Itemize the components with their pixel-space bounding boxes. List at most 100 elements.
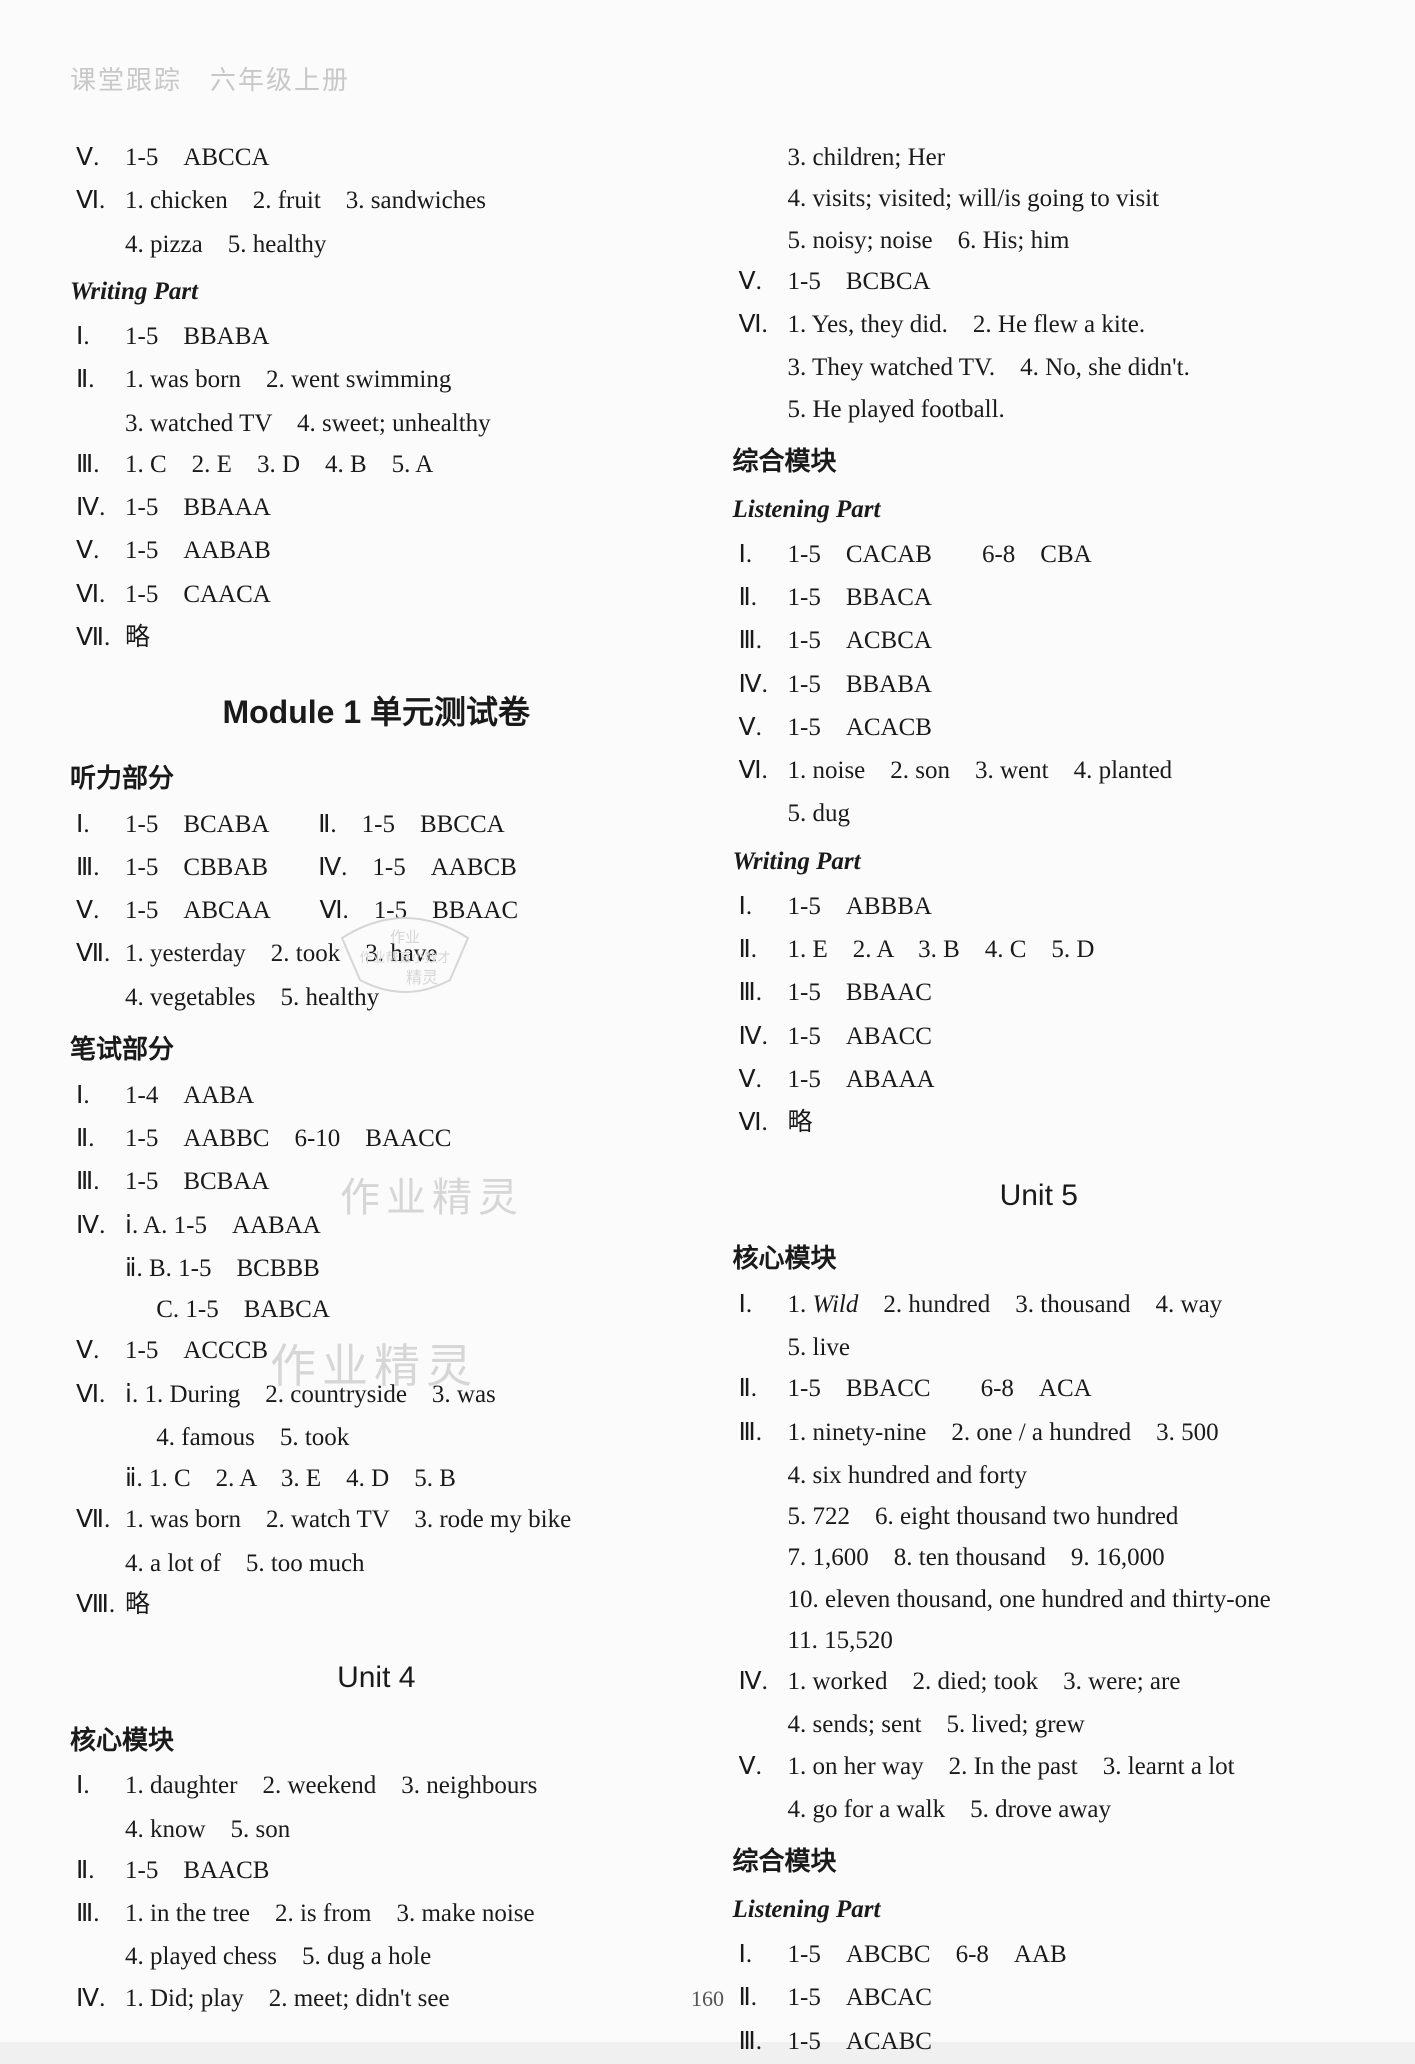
answer-line: 4. visits; visited; will/is going to vis… — [733, 178, 1346, 219]
answer-line: 1-4 AABA — [125, 1075, 683, 1116]
answer-line: 4. go for a walk 5. drove away — [733, 1789, 1346, 1830]
left-column: Ⅴ.1-5 ABCCA Ⅵ.1. chicken 2. fruit 3. san… — [70, 137, 683, 2064]
answer-line: 1. C 2. E 3. D 4. B 5. A — [125, 444, 683, 485]
answer-line: 1-5 BBABA — [125, 316, 683, 357]
answer-line: 5. noisy; noise 6. His; him — [733, 220, 1346, 261]
page-header: 课堂跟踪 六年级上册 — [70, 60, 1345, 97]
section-heading: Writing Part — [70, 271, 683, 312]
answer-line: 1-5 CBBAB Ⅳ. 1-5 AABCB — [125, 847, 683, 888]
roman-num: Ⅴ. — [70, 137, 125, 178]
roman-num: Ⅰ. — [733, 1284, 788, 1325]
answer-line: 4. vegetables 5. healthy — [70, 977, 683, 1018]
section-heading-cn: 核心模块 — [733, 1237, 1346, 1280]
section-heading: Listening Part — [733, 489, 1346, 530]
answer-line: 4. a lot of 5. too much — [70, 1543, 683, 1584]
answer-line: 1-5 BAACB — [125, 1850, 683, 1891]
page-number: 160 — [0, 1986, 1415, 2012]
answer-line: 1-5 BCABA Ⅱ. 1-5 BBCCA — [125, 804, 683, 845]
answer-line: 1-5 ACACB — [788, 707, 1346, 748]
answer-line: 10. eleven thousand, one hundred and thi… — [733, 1579, 1346, 1620]
italic-word: Wild — [813, 1291, 859, 1318]
answer-line: 1-5 ACCCB — [125, 1330, 683, 1371]
answer-line: 1. noise 2. son 3. went 4. planted — [788, 750, 1346, 791]
answer-line: 1-5 CACAB 6-8 CBA — [788, 534, 1346, 575]
roman-num: Ⅴ. — [733, 1746, 788, 1787]
answer-line: 3. watched TV 4. sweet; unhealthy — [70, 403, 683, 444]
roman-num: Ⅱ. — [733, 929, 788, 970]
roman-num: Ⅵ. — [70, 180, 125, 221]
answer-line: 4. sends; sent 5. lived; grew — [733, 1704, 1346, 1745]
answer-line: 1. ninety-nine 2. one / a hundred 3. 500 — [788, 1412, 1346, 1453]
answer-line: 7. 1,600 8. ten thousand 9. 16,000 — [733, 1537, 1346, 1578]
answer-line: 4. six hundred and forty — [733, 1455, 1346, 1496]
roman-num: Ⅴ. — [733, 707, 788, 748]
answer-line: 11. 15,520 — [733, 1620, 1346, 1661]
roman-num: Ⅵ. — [733, 750, 788, 791]
roman-num: Ⅲ. — [70, 847, 125, 888]
text: 1. — [788, 1291, 813, 1318]
answer-line: 1. was born 2. watch TV 3. rode my bike — [125, 1499, 683, 1540]
answer-line: 1-5 BBACA — [788, 577, 1346, 618]
answer-line: 1-5 ACABC — [788, 2021, 1346, 2062]
roman-num: Ⅰ. — [70, 1765, 125, 1806]
roman-num: Ⅰ. — [70, 1075, 125, 1116]
answer-line: 1. Yes, they did. 2. He flew a kite. — [788, 304, 1346, 345]
answer-line: 1. worked 2. died; took 3. were; are — [788, 1661, 1346, 1702]
roman-num: Ⅶ. — [70, 1499, 125, 1540]
roman-num: Ⅴ. — [70, 1330, 125, 1371]
answer-line: 略 — [125, 1584, 683, 1625]
roman-num: Ⅱ. — [70, 359, 125, 400]
answer-line: 3. They watched TV. 4. No, she didn't. — [733, 347, 1346, 388]
answer-line: 1. was born 2. went swimming — [125, 359, 683, 400]
answer-line: 3. children; Her — [733, 137, 1346, 178]
roman-num: Ⅳ. — [70, 487, 125, 528]
roman-num: Ⅰ. — [733, 1934, 788, 1975]
answer-line: 1-5 BCBAA — [125, 1161, 683, 1202]
text: 2. hundred 3. thousand 4. way — [858, 1291, 1222, 1318]
answer-line: 1-5 ABAAA — [788, 1059, 1346, 1100]
answer-line: C. 1-5 BABCA — [70, 1289, 683, 1330]
roman-num: Ⅴ. — [70, 530, 125, 571]
roman-num: Ⅰ. — [70, 804, 125, 845]
unit-title: Unit 4 — [70, 1653, 683, 1703]
answer-line: 4. played chess 5. dug a hole — [70, 1936, 683, 1977]
answer-line: 1. on her way 2. In the past 3. learnt a… — [788, 1746, 1346, 1787]
section-heading: Listening Part — [733, 1889, 1346, 1930]
section-heading-cn: 笔试部分 — [70, 1028, 683, 1071]
page: 课堂跟踪 六年级上册 Ⅴ.1-5 ABCCA Ⅵ.1. chicken 2. f… — [0, 0, 1415, 2042]
answer-line: 1-5 ABCBC 6-8 AAB — [788, 1934, 1346, 1975]
roman-num: Ⅷ. — [70, 1584, 125, 1625]
roman-num: Ⅵ. — [70, 1374, 125, 1415]
answer-line: 1-5 ABCAA Ⅵ. 1-5 BBAAC — [125, 890, 683, 931]
roman-num: Ⅲ. — [733, 2021, 788, 2062]
answer-line: ⅱ. 1. C 2. A 3. E 4. D 5. B — [70, 1458, 683, 1499]
answer-line: 1-5 ABACC — [788, 1016, 1346, 1057]
roman-num: Ⅲ. — [733, 972, 788, 1013]
section-heading-cn: 综合模块 — [733, 440, 1346, 483]
answer-line: 1-5 AABAB — [125, 530, 683, 571]
columns-wrapper: Ⅴ.1-5 ABCCA Ⅵ.1. chicken 2. fruit 3. san… — [70, 137, 1345, 2064]
answer-line: 4. pizza 5. healthy — [70, 224, 683, 265]
answer-line: 1. yesterday 2. took 3. have — [125, 933, 683, 974]
answer-line: 1-5 ABCCA — [125, 137, 683, 178]
roman-num: Ⅰ. — [733, 534, 788, 575]
roman-num: Ⅲ. — [70, 444, 125, 485]
answer-line: 1-5 BBAAA — [125, 487, 683, 528]
answer-line: 略 — [125, 617, 683, 658]
roman-num: Ⅴ. — [733, 261, 788, 302]
roman-num: Ⅳ. — [733, 664, 788, 705]
section-heading-cn: 听力部分 — [70, 757, 683, 800]
answer-line: 1-5 ACBCA — [788, 620, 1346, 661]
answer-line: ⅰ. A. 1-5 AABAA — [125, 1205, 683, 1246]
roman-num: Ⅱ. — [733, 1368, 788, 1409]
roman-num: Ⅶ. — [70, 933, 125, 974]
section-heading-cn: 综合模块 — [733, 1840, 1346, 1883]
right-column: 3. children; Her 4. visits; visited; wil… — [733, 137, 1346, 2064]
roman-num: Ⅱ. — [70, 1850, 125, 1891]
roman-num: Ⅳ. — [733, 1661, 788, 1702]
answer-line: 1. E 2. A 3. B 4. C 5. D — [788, 929, 1346, 970]
answer-line: 1-5 CAACA — [125, 574, 683, 615]
answer-line: 1-5 BBACC 6-8 ACA — [788, 1368, 1346, 1409]
answer-line: 1-5 BBAAC — [788, 972, 1346, 1013]
answer-line: 1. Wild 2. hundred 3. thousand 4. way — [788, 1284, 1346, 1325]
